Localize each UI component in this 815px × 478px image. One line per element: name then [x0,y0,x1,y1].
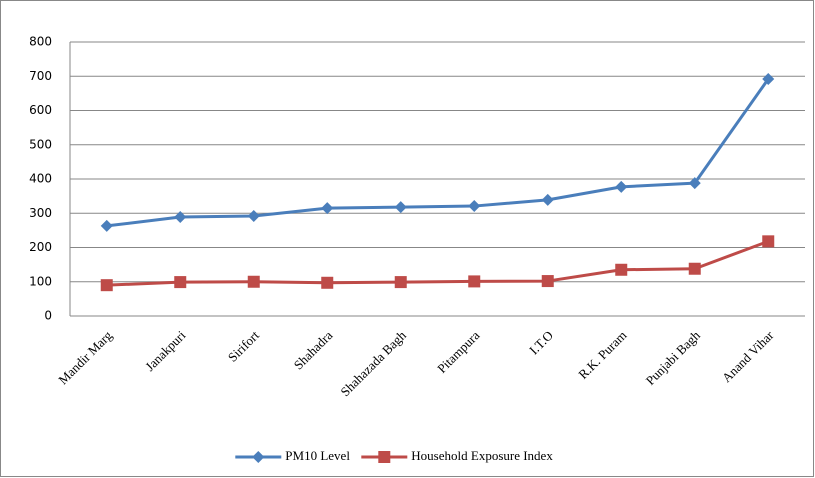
data-point [247,275,260,288]
data-point [394,201,407,214]
y-tick-label: 100 [29,274,52,288]
y-tick-label: 200 [29,240,52,254]
data-point [762,235,775,248]
y-tick-label: 400 [29,172,52,186]
data-point [468,275,481,288]
data-point [468,200,481,213]
y-tick-label: 700 [29,69,52,83]
data-point [174,211,187,224]
legend-label: PM10 Level [285,448,350,463]
data-point [541,275,554,288]
y-tick-label: 0 [44,309,52,323]
legend-marker [252,451,265,463]
data-point [615,263,628,276]
legend-marker [378,451,391,463]
data-point [321,276,334,289]
data-point [615,180,628,193]
y-tick-label: 500 [29,137,52,151]
series-line [106,239,769,287]
data-point [174,276,187,289]
data-point [688,177,701,190]
series-line [106,78,770,228]
data-point [100,279,113,292]
data-point [394,276,407,289]
data-point [541,193,554,206]
data-point [247,209,260,222]
data-point [762,72,775,85]
y-tick-label: 300 [29,206,52,220]
data-point [688,262,701,275]
y-tick-label: 600 [29,103,52,117]
legend-label: Household Exposure Index [411,448,553,463]
data-point [321,202,334,215]
data-point [100,219,113,232]
y-tick-label: 800 [29,35,52,49]
